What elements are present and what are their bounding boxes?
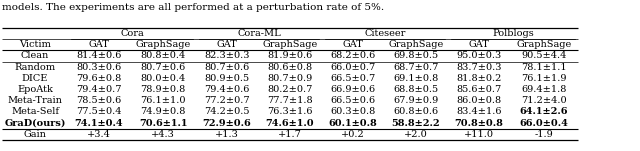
Text: 76.1±1.0: 76.1±1.0 xyxy=(140,96,186,105)
Text: 81.8±0.2: 81.8±0.2 xyxy=(456,74,502,83)
Text: 68.7±0.7: 68.7±0.7 xyxy=(394,63,438,72)
Text: 77.2±0.7: 77.2±0.7 xyxy=(204,96,250,105)
Text: 83.4±1.6: 83.4±1.6 xyxy=(456,108,502,117)
Text: +3.4: +3.4 xyxy=(87,130,111,139)
Text: GAT: GAT xyxy=(342,40,364,49)
Text: 60.8±0.6: 60.8±0.6 xyxy=(394,108,438,117)
Text: 80.7±0.6: 80.7±0.6 xyxy=(140,63,186,72)
Text: 70.8±0.8: 70.8±0.8 xyxy=(454,119,504,128)
Text: Meta-Self: Meta-Self xyxy=(11,108,59,117)
Text: 70.6±1.1: 70.6±1.1 xyxy=(139,119,188,128)
Text: 79.4±0.7: 79.4±0.7 xyxy=(76,85,122,94)
Text: Cora: Cora xyxy=(120,29,144,38)
Text: 80.9±0.5: 80.9±0.5 xyxy=(204,74,250,83)
Text: -1.9: -1.9 xyxy=(534,130,554,139)
Text: 90.5±4.4: 90.5±4.4 xyxy=(522,51,566,61)
Text: 77.5±0.4: 77.5±0.4 xyxy=(76,108,122,117)
Text: 83.7±0.3: 83.7±0.3 xyxy=(456,63,502,72)
Text: 74.2±0.5: 74.2±0.5 xyxy=(204,108,250,117)
Text: GraphSage: GraphSage xyxy=(136,40,191,49)
Text: DICE: DICE xyxy=(22,74,48,83)
Text: 80.7±0.9: 80.7±0.9 xyxy=(268,74,312,83)
Text: Polblogs: Polblogs xyxy=(492,29,534,38)
Text: 66.0±0.4: 66.0±0.4 xyxy=(520,119,568,128)
Text: models. The experiments are all performed at a perturbation rate of 5%.: models. The experiments are all performe… xyxy=(2,3,384,12)
Text: Meta-Train: Meta-Train xyxy=(8,96,63,105)
Text: Gain: Gain xyxy=(24,130,47,139)
Text: GraphSage: GraphSage xyxy=(388,40,444,49)
Text: 85.6±0.7: 85.6±0.7 xyxy=(456,85,502,94)
Text: GAT: GAT xyxy=(88,40,109,49)
Text: 78.5±0.6: 78.5±0.6 xyxy=(76,96,122,105)
Text: GAT: GAT xyxy=(216,40,237,49)
Text: +11.0: +11.0 xyxy=(464,130,494,139)
Text: 78.1±1.1: 78.1±1.1 xyxy=(521,63,567,72)
Text: 80.3±0.6: 80.3±0.6 xyxy=(76,63,122,72)
Text: 80.2±0.7: 80.2±0.7 xyxy=(268,85,313,94)
Text: 80.7±0.6: 80.7±0.6 xyxy=(204,63,250,72)
Text: Clean: Clean xyxy=(21,51,49,61)
Text: 79.4±0.6: 79.4±0.6 xyxy=(204,85,250,94)
Text: Victim: Victim xyxy=(19,40,51,49)
Text: 74.6±1.0: 74.6±1.0 xyxy=(266,119,314,128)
Text: 64.1±2.6: 64.1±2.6 xyxy=(520,108,568,117)
Text: 74.1±0.4: 74.1±0.4 xyxy=(75,119,124,128)
Text: 80.8±0.4: 80.8±0.4 xyxy=(140,51,186,61)
Text: 81.4±0.6: 81.4±0.6 xyxy=(76,51,122,61)
Text: 58.8±2.2: 58.8±2.2 xyxy=(392,119,440,128)
Text: GraphSage: GraphSage xyxy=(262,40,317,49)
Text: GAT: GAT xyxy=(468,40,490,49)
Text: GraphSage: GraphSage xyxy=(516,40,572,49)
Text: 69.4±1.8: 69.4±1.8 xyxy=(522,85,566,94)
Text: +4.3: +4.3 xyxy=(151,130,175,139)
Text: 66.5±0.7: 66.5±0.7 xyxy=(330,74,376,83)
Text: 66.0±0.7: 66.0±0.7 xyxy=(330,63,376,72)
Text: +0.2: +0.2 xyxy=(341,130,365,139)
Text: 76.1±1.9: 76.1±1.9 xyxy=(521,74,567,83)
Text: 69.8±0.5: 69.8±0.5 xyxy=(394,51,438,61)
Text: GraD(ours): GraD(ours) xyxy=(4,119,66,128)
Text: 72.9±0.6: 72.9±0.6 xyxy=(203,119,252,128)
Text: +2.0: +2.0 xyxy=(404,130,428,139)
Text: Cora-ML: Cora-ML xyxy=(237,29,281,38)
Text: 67.9±0.9: 67.9±0.9 xyxy=(394,96,438,105)
Text: 78.9±0.8: 78.9±0.8 xyxy=(140,85,186,94)
Text: Citeseer: Citeseer xyxy=(364,29,406,38)
Text: 66.9±0.6: 66.9±0.6 xyxy=(330,85,376,94)
Text: 60.1±0.8: 60.1±0.8 xyxy=(328,119,378,128)
Text: 79.6±0.8: 79.6±0.8 xyxy=(76,74,122,83)
Text: +1.7: +1.7 xyxy=(278,130,302,139)
Text: 86.0±0.8: 86.0±0.8 xyxy=(456,96,502,105)
Text: 81.9±0.6: 81.9±0.6 xyxy=(268,51,312,61)
Text: 68.8±0.5: 68.8±0.5 xyxy=(394,85,438,94)
Text: 71.2±4.0: 71.2±4.0 xyxy=(521,96,567,105)
Text: 74.9±0.8: 74.9±0.8 xyxy=(140,108,186,117)
Text: 82.3±0.3: 82.3±0.3 xyxy=(204,51,250,61)
Text: 69.1±0.8: 69.1±0.8 xyxy=(394,74,438,83)
Text: 66.5±0.6: 66.5±0.6 xyxy=(330,96,376,105)
Text: Random: Random xyxy=(15,63,56,72)
Text: +1.3: +1.3 xyxy=(215,130,239,139)
Text: EpoAtk: EpoAtk xyxy=(17,85,53,94)
Text: 77.7±1.8: 77.7±1.8 xyxy=(267,96,313,105)
Text: 80.6±0.8: 80.6±0.8 xyxy=(268,63,312,72)
Text: 68.2±0.6: 68.2±0.6 xyxy=(330,51,376,61)
Text: 60.3±0.8: 60.3±0.8 xyxy=(330,108,376,117)
Text: 95.0±0.3: 95.0±0.3 xyxy=(456,51,502,61)
Text: 80.0±0.4: 80.0±0.4 xyxy=(140,74,186,83)
Text: 76.3±1.6: 76.3±1.6 xyxy=(268,108,313,117)
